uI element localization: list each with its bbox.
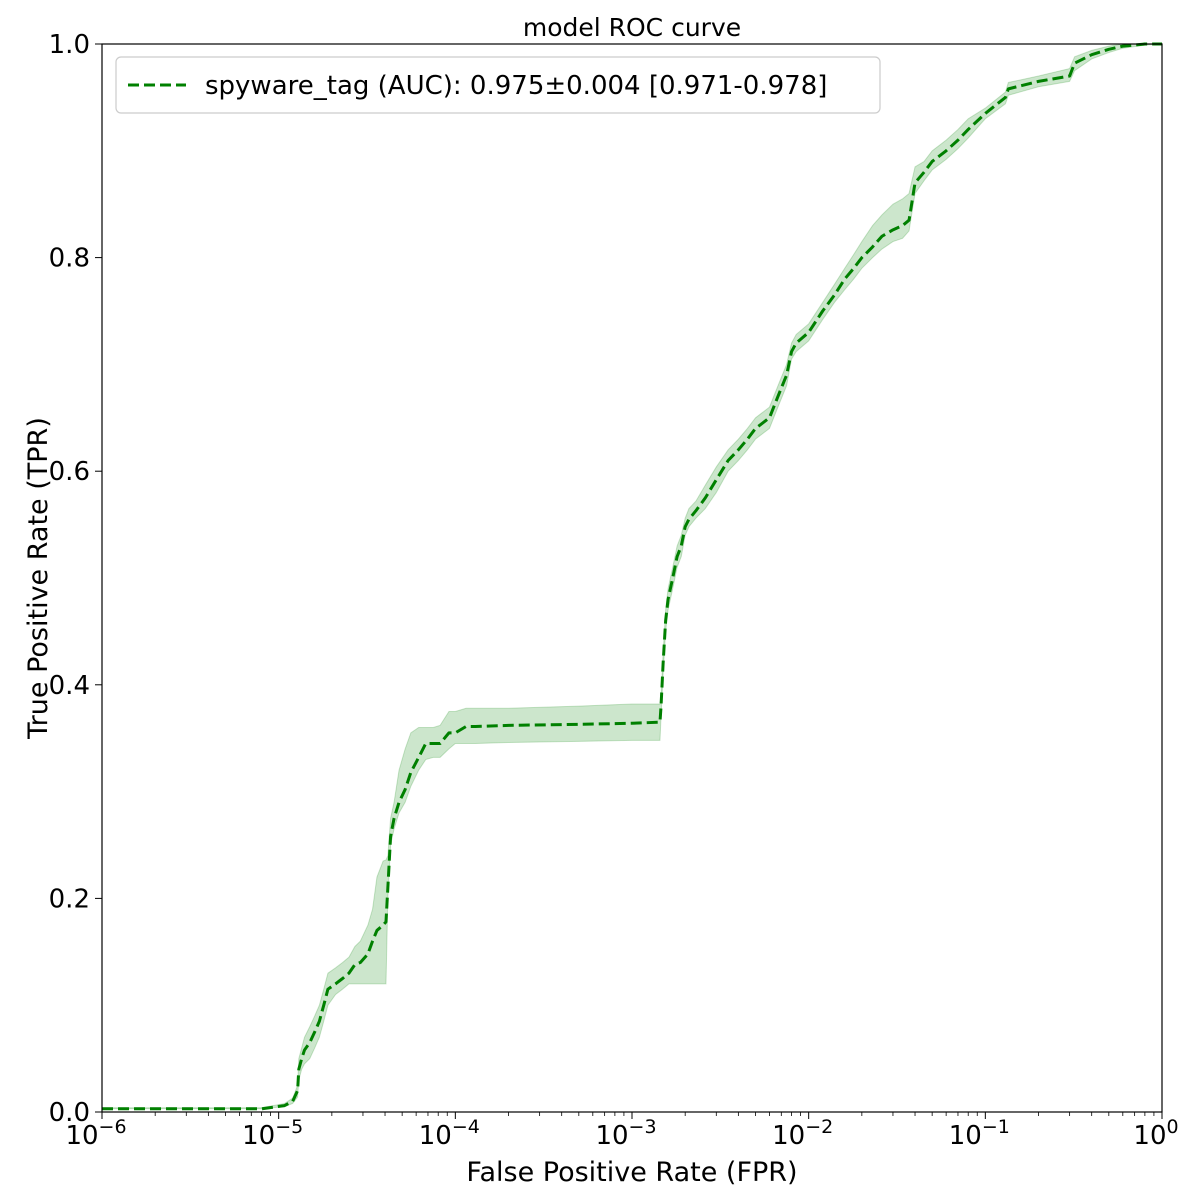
x-tick-label: 10−2 bbox=[772, 1116, 833, 1151]
y-tick-label: 1.0 bbox=[49, 30, 90, 60]
plot-frame bbox=[101, 43, 1163, 1113]
y-tick-label: 0.8 bbox=[49, 244, 90, 274]
x-tick-label: 10−5 bbox=[242, 1116, 303, 1151]
y-axis-label: True Positive Rate (TPR) bbox=[23, 417, 54, 740]
legend-box bbox=[115, 56, 881, 114]
legend-entry-label: spyware_tag (AUC): 0.975±0.004 [0.971-0.… bbox=[205, 71, 827, 101]
y-tick-label: 0.6 bbox=[49, 457, 90, 487]
x-tick-label: 10−1 bbox=[949, 1116, 1010, 1151]
x-axis-label: False Positive Rate (FPR) bbox=[466, 1157, 797, 1188]
y-tick-label: 0.0 bbox=[49, 1098, 90, 1128]
y-axis: 0.0 0.2 0.4 0.6 0.8 1.0 bbox=[49, 30, 102, 1128]
x-tick-label: 10−4 bbox=[419, 1116, 480, 1151]
legend: spyware_tag (AUC): 0.975±0.004 [0.971-0.… bbox=[115, 56, 881, 114]
y-tick-label: 0.2 bbox=[49, 884, 90, 914]
x-tick-label: 10−6 bbox=[65, 1116, 126, 1151]
confidence-band-0 bbox=[101, 43, 1163, 1110]
roc-curve-line-0 bbox=[102, 42, 1162, 1111]
x-tick-label: 10−3 bbox=[595, 1116, 656, 1151]
x-tick-label: 100 bbox=[1133, 1116, 1178, 1151]
y-tick-label: 0.4 bbox=[49, 671, 90, 701]
x-axis: 10−6 10−5 10−4 10−3 10−2 10−1 100 bbox=[65, 1112, 1179, 1151]
plot-area bbox=[101, 42, 1163, 1111]
chart-title: model ROC curve bbox=[523, 13, 741, 42]
